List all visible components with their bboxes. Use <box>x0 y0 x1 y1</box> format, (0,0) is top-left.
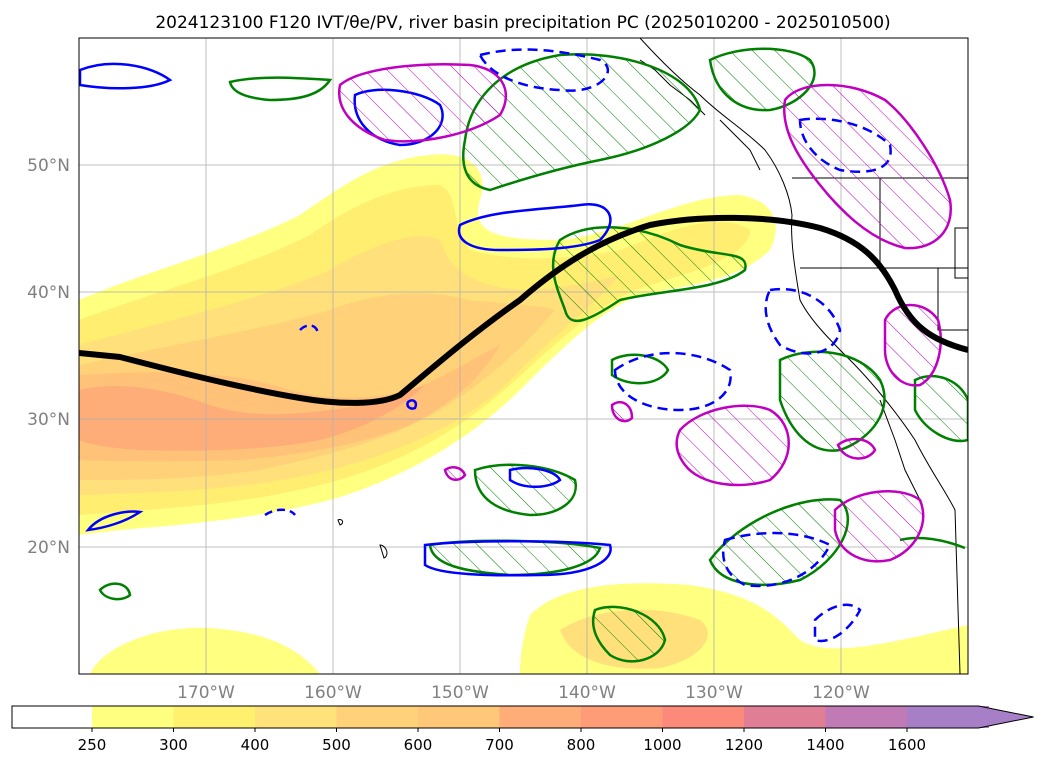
colorbar-segment <box>744 706 826 728</box>
colorbar-tick-label: 1200 <box>725 736 763 754</box>
magenta-small-3 <box>836 437 877 460</box>
colorbar-segment <box>255 706 337 728</box>
colorbar: 250 300 400 500 600 700 800 1000 1200 1400 1600 <box>11 705 1034 754</box>
colorbar-tick-label: 800 <box>567 736 596 754</box>
green-contour-ar-tip <box>551 226 747 322</box>
blue-solid-small <box>406 399 418 410</box>
green-contour-lone <box>610 353 670 385</box>
colorbar-segment <box>499 706 582 728</box>
green-contour-north <box>462 53 702 192</box>
map-layers <box>79 38 968 674</box>
colorbar-segment <box>581 706 663 728</box>
magenta-north <box>337 63 508 143</box>
blue-solid-gulf <box>457 202 612 252</box>
blue-dashed-north <box>478 48 609 92</box>
map-border <box>78 37 969 675</box>
magenta-coast <box>883 303 942 387</box>
colorbar-tick-label: 1400 <box>806 736 844 754</box>
lon-label-160w: 160°W <box>304 683 362 703</box>
colorbar-extend-arrow <box>907 706 1034 728</box>
lat-labels: 50°N 40°N 30°N 20°N <box>27 156 70 558</box>
colorbar-segment <box>336 706 419 728</box>
lon-label-150w: 150°W <box>431 683 489 703</box>
colorbar-tick-label: 250 <box>78 736 107 754</box>
magenta-ne <box>782 83 953 250</box>
green-contour-mid <box>473 463 578 517</box>
lat-label-50: 50°N <box>27 156 70 176</box>
green-contour-hawaii <box>591 605 667 663</box>
blue-dashed-center <box>613 351 732 412</box>
lon-labels: 170°W 160°W 150°W 140°W 130°W 120°W <box>177 683 870 703</box>
colorbar-outline <box>11 705 1034 729</box>
green-contour-coast <box>778 350 886 452</box>
ivt-band-700 <box>79 385 425 451</box>
blue-solid-nw <box>79 62 173 90</box>
precip-pc-magenta <box>337 63 953 563</box>
magenta-small-1 <box>610 401 634 423</box>
colorbar-segment <box>662 706 745 728</box>
lat-label-20: 20°N <box>27 538 70 558</box>
theta-e-line <box>79 214 968 406</box>
colorbar-tick-label: 1000 <box>643 736 681 754</box>
green-contour-bc <box>228 76 333 102</box>
colorbar-tick-label: 700 <box>485 736 514 754</box>
colorbar-segment <box>825 706 908 728</box>
blue-dashed-sw <box>264 508 297 517</box>
colorbar-segment <box>92 706 174 728</box>
blue-dashed-mid <box>299 324 320 336</box>
green-contour-small-1 <box>98 582 132 601</box>
blue-dashed-south <box>721 531 832 588</box>
lat-label-40: 40°N <box>27 283 70 303</box>
colorbar-tick-label: 1600 <box>888 736 926 754</box>
precip-pc-green <box>98 47 968 663</box>
ivt-southwest-patch <box>90 627 320 674</box>
colorbar-segment <box>173 706 256 728</box>
colorbar-tick-label: 300 <box>159 736 188 754</box>
lon-label-170w: 170°W <box>177 683 235 703</box>
blue-dashed-se <box>813 603 862 643</box>
colorbar-tick-label: 500 <box>322 736 351 754</box>
colorbar-segment-under <box>12 706 92 728</box>
colorbar-tick-label: 400 <box>241 736 270 754</box>
magenta-small-2 <box>443 466 467 481</box>
blue-dashed-coast <box>764 287 842 355</box>
colorbar-segment <box>418 706 500 728</box>
blue-solid-subtropic <box>423 540 612 577</box>
magenta-center <box>675 404 790 487</box>
magenta-south <box>833 490 925 563</box>
blue-solid-mid <box>508 466 562 488</box>
colorbar-tick-label: 600 <box>404 736 433 754</box>
figure-title: 2024123100 F120 IVT/θe/PV, river basin p… <box>155 13 890 33</box>
lat-label-30: 30°N <box>27 410 70 430</box>
lon-label-130w: 130°W <box>685 683 743 703</box>
green-contour-east <box>913 374 968 443</box>
blue-solid-sw <box>85 510 144 532</box>
lon-label-140w: 140°W <box>558 683 616 703</box>
lon-label-120w: 120°W <box>812 683 870 703</box>
